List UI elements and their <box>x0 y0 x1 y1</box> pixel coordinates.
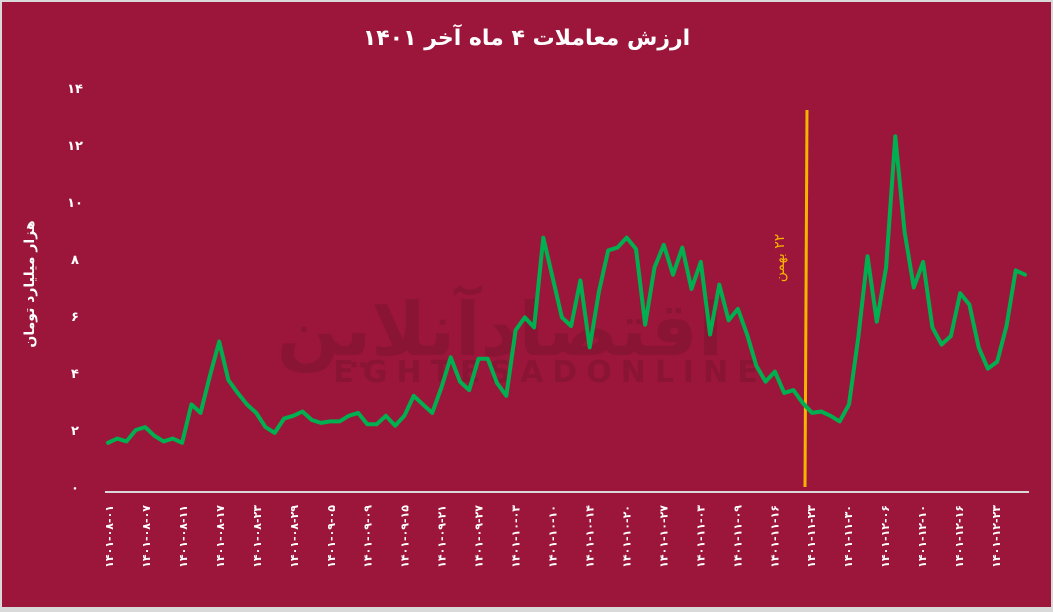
data-line <box>106 134 1027 445</box>
x-tick-label: ۱۴۰۱-۰۸-۲۳ <box>251 505 264 568</box>
x-tick-label: ۱۴۰۱-۰۹-۱۵ <box>399 505 412 568</box>
chart-title: ارزش معاملات ۴ ماه آخر ۱۴۰۱ <box>362 26 691 51</box>
annotation-line <box>803 109 809 488</box>
x-tick-label: ۱۴۰۱-۱۰-۲۰ <box>620 505 633 568</box>
x-tick-label: ۱۴۰۱-۰۸-۱۷ <box>214 505 227 568</box>
x-tick-label: ۱۴۰۱-۱۲-۱۰ <box>916 505 929 568</box>
x-axis-ticks: ۱۴۰۱-۰۸-۰۱ ۱۴۰۱-۰۸-۰۷ ۱۴۰۱-۰۸-۱۱ ۱۴۰۱-۰۸-۱۷… <box>103 505 1003 568</box>
x-tick-label: ۱۴۰۱-۱۰-۲۷ <box>657 505 670 568</box>
x-tick-label: ۱۴۰۱-۱۰-۱۰ <box>547 505 560 568</box>
x-tick-label: ۱۴۰۱-۰۹-۰۹ <box>362 505 375 568</box>
x-tick-label: ۱۴۰۱-۰۸-۲۹ <box>288 505 301 568</box>
x-tick-label: ۱۴۰۱-۱۱-۰۳ <box>694 505 707 568</box>
x-tick-label: ۱۴۰۱-۱۲-۲۳ <box>990 505 1003 568</box>
x-tick-label: ۱۴۰۱-۱۱-۲۳ <box>805 505 818 568</box>
y-tick-label: ۸ <box>71 253 79 268</box>
x-tick-label: ۱۴۰۱-۱۰-۰۳ <box>510 505 523 568</box>
annotation-22-bahman: ۲۲ بهمن <box>772 109 809 488</box>
y-tick-label: ۱۴ <box>67 82 83 97</box>
y-tick-label: ۰ <box>71 481 79 496</box>
y-tick-label: ۶ <box>71 310 79 325</box>
x-tick-label: ۱۴۰۱-۰۹-۲۱ <box>436 505 449 568</box>
x-tick-label: ۱۴۰۱-۱۲-۱۶ <box>953 505 966 568</box>
y-tick-label: ۱۰ <box>67 196 83 211</box>
x-tick-label: ۱۴۰۱-۰۸-۱۱ <box>177 505 190 568</box>
x-tick-label: ۱۴۰۱-۱۱-۱۶ <box>768 505 781 568</box>
x-tick-label: ۱۴۰۱-۱۱-۰۹ <box>731 505 744 568</box>
watermark: اقتصادآنلاین EGHTESADONLINE <box>277 284 766 390</box>
x-tick-label: ۱۴۰۱-۰۸-۰۱ <box>103 505 116 568</box>
watermark-en: EGHTESADONLINE <box>333 355 766 390</box>
y-tick-label: ۲ <box>71 424 79 439</box>
y-tick-label: ۴ <box>71 367 79 382</box>
annotation-label: ۲۲ بهمن <box>772 234 788 283</box>
y-axis-ticks: ۰ ۲ ۴ ۶ ۸ ۱۰ ۱۲ ۱۴ <box>67 82 83 496</box>
x-tick-label: ۱۴۰۱-۱۱-۳۰ <box>842 505 855 568</box>
x-tick-label: ۱۴۰۱-۰۹-۰۵ <box>325 505 338 568</box>
y-tick-label: ۱۲ <box>67 139 83 154</box>
x-tick-label: ۱۴۰۱-۰۸-۰۷ <box>140 505 153 568</box>
x-tick-label: ۱۴۰۱-۱۰-۱۴ <box>583 505 596 568</box>
x-tick-label: ۱۴۰۱-۰۹-۲۷ <box>473 505 486 568</box>
x-tick-label: ۱۴۰۱-۱۲-۰۶ <box>879 505 892 568</box>
